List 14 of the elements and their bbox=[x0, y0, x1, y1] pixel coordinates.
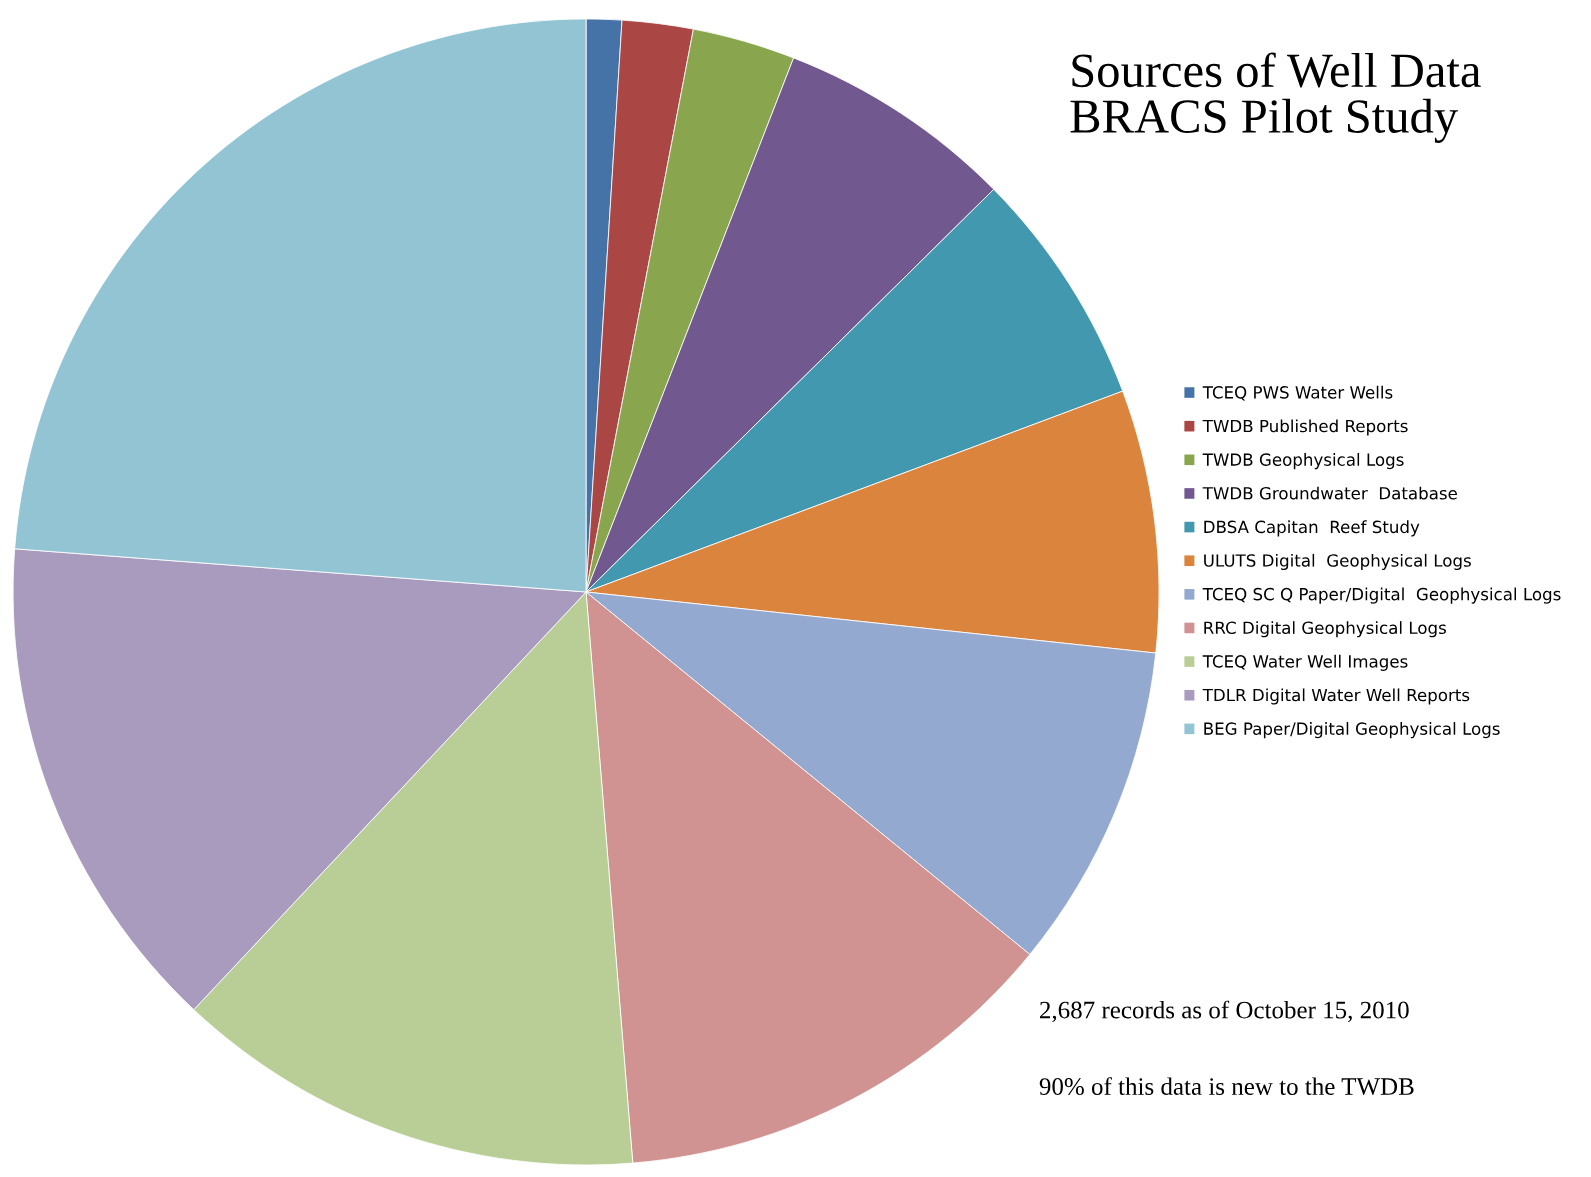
legend-label: TCEQ PWS Water Wells bbox=[1202, 385, 1393, 401]
legend-label: TCEQ SC Q Paper/Digital Geophysical Logs bbox=[1202, 587, 1561, 604]
text: 90% of this data is new to the TWDB bbox=[1039, 1077, 1414, 1096]
text: Sources of Well Data BRACS Pilot Study bbox=[1070, 52, 1481, 143]
legend-label: BEG Paper/Digital Geophysical Logs bbox=[1204, 722, 1500, 739]
legend-label: TWDB Groundwater Database bbox=[1202, 486, 1457, 500]
text: 2,687 records as of October 15, 2010 bbox=[1040, 1000, 1409, 1023]
legend-label: TDLR Digital Water Well Reports bbox=[1202, 688, 1470, 705]
legend-label: TWDB Published Reports bbox=[1202, 419, 1408, 436]
legend-label: RRC Digital Geophysical Logs bbox=[1204, 621, 1446, 638]
legend-label: TWDB Geophysical Logs bbox=[1202, 453, 1404, 470]
legend-label: ULUTS Digital Geophysical Logs bbox=[1204, 553, 1471, 571]
legend-label: DBSA Capitan Reef Study bbox=[1204, 520, 1420, 537]
legend-label: TCEQ Water Well Images bbox=[1202, 654, 1408, 671]
